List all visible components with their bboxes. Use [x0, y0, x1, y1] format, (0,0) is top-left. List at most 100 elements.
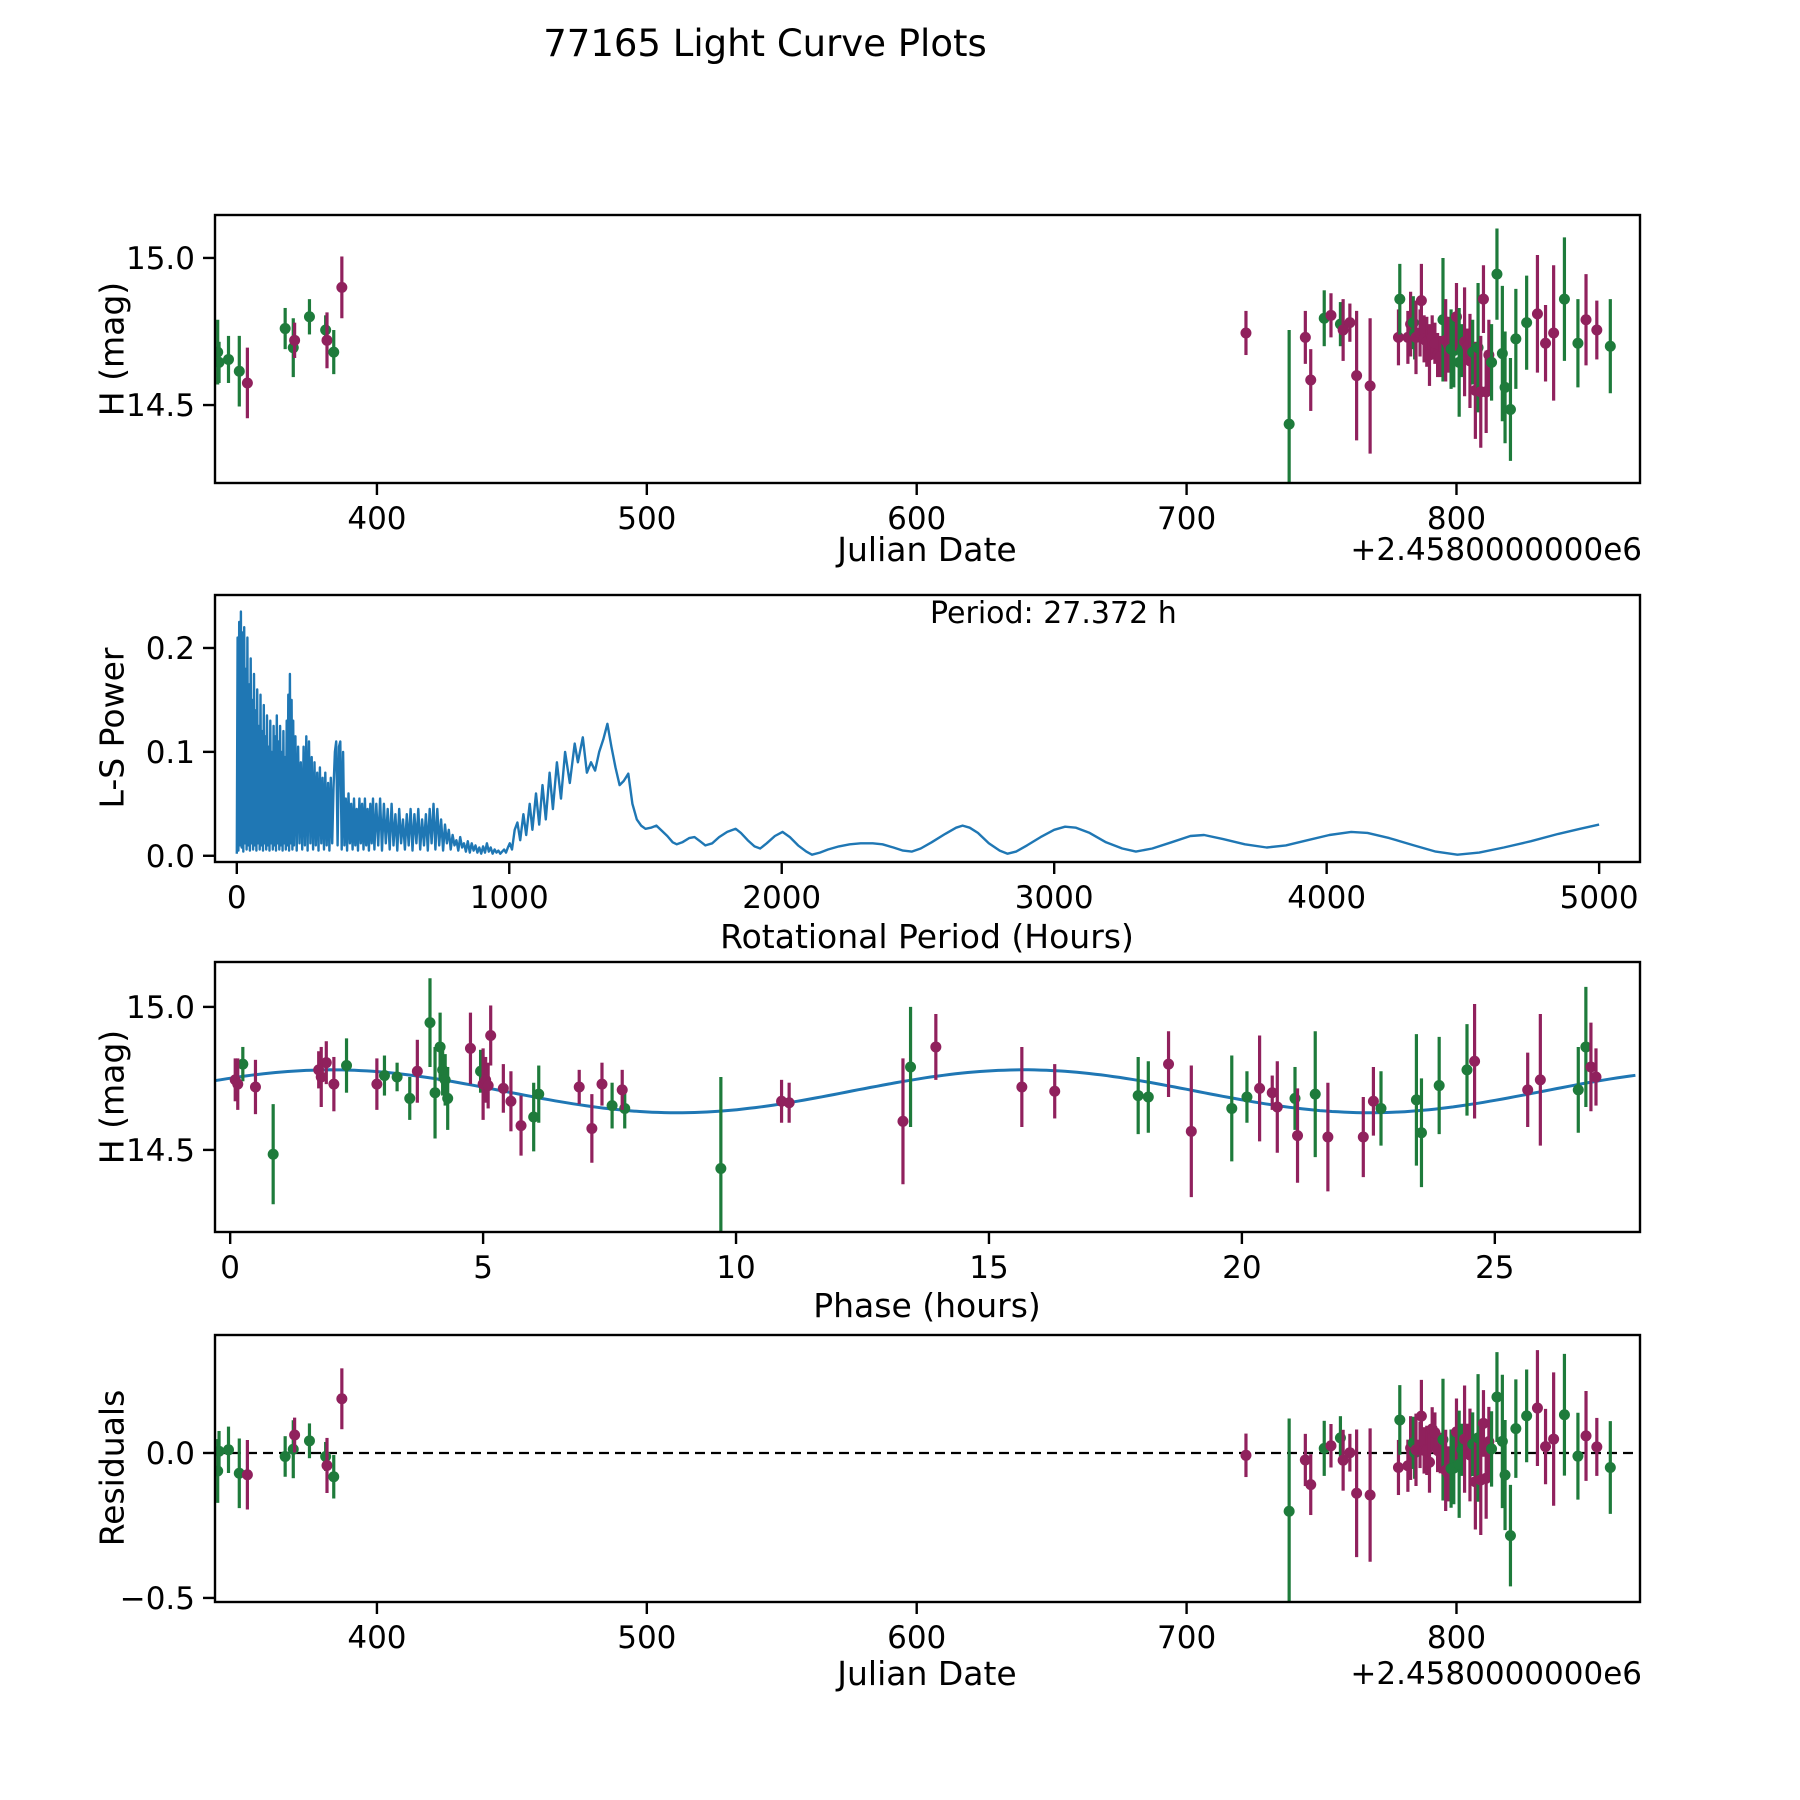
- data-point: [464, 1042, 476, 1054]
- residuals-x-axis-label: Julian Date: [837, 1654, 1017, 1693]
- residuals-axis-offset-label: +2.4580000000e6: [1350, 1656, 1642, 1692]
- panel-residuals: [215, 1350, 1640, 1602]
- data-point: [1510, 1423, 1522, 1435]
- data-point: [1499, 381, 1511, 393]
- data-point: [1337, 324, 1349, 336]
- data-point: [1367, 1095, 1379, 1107]
- jd-mag-axis-offset-label: +2.4580000000e6: [1350, 532, 1642, 568]
- data-point: [505, 1095, 517, 1107]
- data-point: [1364, 380, 1376, 392]
- data-point: [1240, 1449, 1252, 1461]
- data-point: [1491, 1391, 1503, 1403]
- data-point: [1325, 309, 1337, 321]
- data-point: [336, 1393, 348, 1405]
- data-point: [1240, 327, 1252, 339]
- data-point: [1394, 293, 1406, 305]
- x-tick-label: 600: [887, 1620, 946, 1656]
- y-tick-label: 15.0: [126, 990, 195, 1026]
- data-point: [279, 323, 291, 335]
- data-point: [1572, 1084, 1584, 1096]
- data-point: [1344, 317, 1356, 329]
- data-point: [249, 1081, 261, 1093]
- data-point: [1364, 1489, 1376, 1501]
- y-tick-label: 0.1: [146, 735, 195, 771]
- data-point: [378, 1070, 390, 1082]
- x-tick-label: 3000: [1015, 880, 1094, 916]
- data-point: [1049, 1085, 1061, 1097]
- data-point: [1410, 1094, 1422, 1106]
- data-point: [1392, 1461, 1404, 1473]
- data-point: [1540, 337, 1552, 349]
- plot-box: [213, 593, 1642, 864]
- data-point: [1254, 1082, 1266, 1094]
- data-point: [1531, 308, 1543, 320]
- data-point: [1305, 1479, 1317, 1491]
- figure-title: 77165 Light Curve Plots: [543, 22, 987, 65]
- data-point: [1433, 1080, 1445, 1092]
- plot-box: [213, 1333, 1642, 1604]
- data-point: [1292, 1130, 1304, 1142]
- data-point: [313, 1064, 325, 1076]
- data-point: [515, 1120, 527, 1132]
- data-point: [429, 1087, 441, 1099]
- phase-y-axis-label: H (mag): [92, 1029, 132, 1165]
- data-point: [411, 1065, 423, 1077]
- data-point: [1241, 1091, 1253, 1103]
- data-point: [1266, 1087, 1278, 1099]
- data-point: [424, 1017, 436, 1029]
- x-tick-label: 15: [969, 1250, 1008, 1286]
- data-point: [1415, 295, 1427, 307]
- data-point: [1591, 324, 1603, 336]
- data-point: [328, 1471, 340, 1483]
- data-point: [222, 353, 234, 365]
- data-point: [528, 1111, 540, 1123]
- data-point: [1504, 403, 1516, 415]
- data-point: [1415, 1410, 1427, 1422]
- data-point: [1486, 356, 1498, 368]
- data-point: [715, 1163, 727, 1175]
- x-tick-label: 5: [473, 1250, 493, 1286]
- data-point: [1271, 1101, 1283, 1113]
- data-point: [1585, 1061, 1597, 1073]
- y-tick-label: 0.0: [146, 1436, 195, 1472]
- data-point: [1521, 1410, 1533, 1422]
- data-point: [321, 334, 333, 346]
- data-point: [1604, 1461, 1616, 1473]
- panel-phase: [215, 978, 1636, 1232]
- periodogram-y-axis-label: L-S Power: [92, 647, 132, 809]
- data-point: [1132, 1090, 1144, 1102]
- data-point: [303, 311, 315, 323]
- y-tick-label: 0.2: [146, 631, 195, 667]
- data-point: [241, 377, 253, 389]
- x-tick-label: 0: [220, 1250, 240, 1286]
- panel-jd_mag: [215, 228, 1616, 483]
- data-point: [232, 1078, 244, 1090]
- plot-box: [213, 213, 1642, 485]
- data-point: [391, 1071, 403, 1083]
- data-point: [1299, 1454, 1311, 1466]
- data-point: [371, 1078, 383, 1090]
- data-point: [1491, 268, 1503, 280]
- data-point: [482, 1080, 494, 1092]
- x-tick-label: 2000: [742, 880, 821, 916]
- data-point: [1504, 1530, 1516, 1542]
- data-point: [1591, 1441, 1603, 1453]
- data-point: [1423, 1456, 1435, 1468]
- x-tick-label: 500: [617, 1620, 676, 1656]
- data-point: [215, 1445, 225, 1457]
- data-point: [1375, 1102, 1387, 1114]
- x-tick-label: 400: [347, 1620, 406, 1656]
- data-point: [1580, 314, 1592, 326]
- x-tick-label: 5000: [1560, 880, 1639, 916]
- y-tick-label: 14.5: [126, 1133, 195, 1169]
- data-point: [1357, 1131, 1369, 1143]
- period-annotation: Period: 27.372 h: [930, 596, 1177, 631]
- data-point: [930, 1041, 942, 1053]
- data-point: [497, 1082, 509, 1094]
- x-tick-label: 400: [347, 501, 406, 537]
- data-point: [321, 1459, 333, 1471]
- data-point: [1305, 374, 1317, 386]
- x-tick-label: 10: [716, 1250, 755, 1286]
- data-point: [241, 1469, 253, 1481]
